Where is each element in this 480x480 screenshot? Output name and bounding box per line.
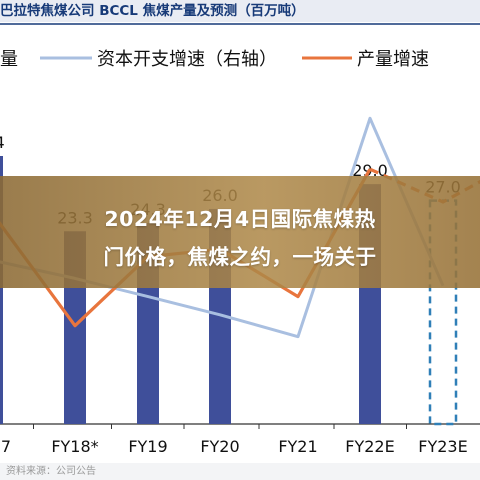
x-tick-label-FY19: FY19 bbox=[128, 437, 167, 456]
header-band bbox=[0, 0, 480, 22]
headline-line-1: 2024年12月4日国际焦煤热 bbox=[104, 207, 376, 231]
x-tick-label-FY21: FY21 bbox=[278, 437, 317, 456]
legend-label-capex: 资本开支增速（右轴） bbox=[97, 49, 277, 70]
x-tick-label-FY22E: FY22E bbox=[345, 437, 394, 456]
legend-label-volume: 量 bbox=[0, 49, 18, 70]
legend-label-growth: 产量增速 bbox=[357, 49, 429, 70]
bar-value-label-FY17: 2.4 bbox=[0, 133, 5, 152]
x-tick-label-FY23E: FY23E bbox=[418, 437, 467, 456]
chart-title: 巴拉特焦煤公司 BCCL 焦煤产量及预测（百万吨） bbox=[0, 3, 305, 19]
source-note: 资料来源：公司公告 bbox=[0, 463, 480, 480]
headline-banner: 2024年12月4日国际焦煤热 门价格，焦煤之约，一场关于 bbox=[0, 176, 480, 288]
x-tick-label-FY20: FY20 bbox=[200, 437, 239, 456]
headline-line-2: 门价格，焦煤之约，一场关于 bbox=[103, 245, 377, 269]
x-tick-label-FY18*: FY18* bbox=[51, 437, 98, 456]
x-tick-label-FY17: Y17 bbox=[0, 437, 11, 456]
bar-FY17 bbox=[0, 156, 3, 424]
